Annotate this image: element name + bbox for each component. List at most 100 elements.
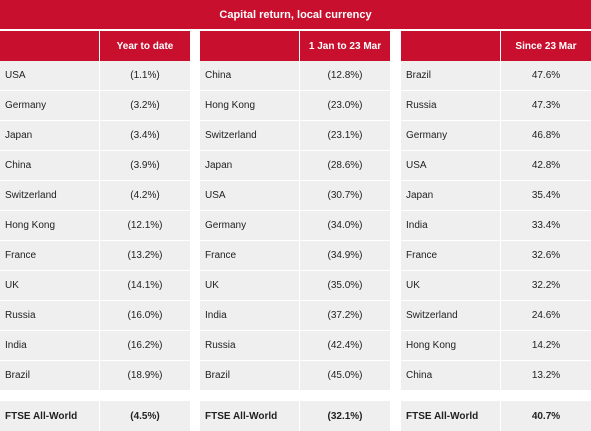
country-name: Switzerland	[0, 181, 100, 210]
country-name: Russia	[200, 331, 300, 360]
table-row: Japan 35.4%	[401, 181, 591, 211]
country-name: USA	[200, 181, 300, 210]
table-row: Germany (3.2%)	[0, 91, 190, 121]
country-name: Hong Kong	[200, 91, 300, 120]
table-title: Capital return, local currency	[0, 0, 591, 30]
spacer	[200, 391, 390, 401]
country-name: USA	[401, 151, 501, 180]
table-row: Brazil 47.6%	[401, 61, 591, 91]
return-value: (42.4%)	[300, 331, 390, 360]
column-header-blank	[200, 31, 300, 61]
country-name: Brazil	[0, 361, 100, 390]
table-row: Russia 47.3%	[401, 91, 591, 121]
table-row: UK 32.2%	[401, 271, 591, 301]
index-return-value: (32.1%)	[300, 401, 390, 431]
return-value: (14.1%)	[100, 271, 190, 300]
index-return-value: 40.7%	[501, 401, 591, 431]
table-row: Japan (28.6%)	[200, 151, 390, 181]
index-return-value: (4.5%)	[100, 401, 190, 431]
table-row: Switzerland (23.1%)	[200, 121, 390, 151]
country-name: UK	[0, 271, 100, 300]
return-value: (13.2%)	[100, 241, 190, 270]
country-name: France	[401, 241, 501, 270]
country-name: Switzerland	[401, 301, 501, 330]
return-value: 32.2%	[501, 271, 591, 300]
index-name: FTSE All-World	[401, 401, 501, 431]
return-value: (23.0%)	[300, 91, 390, 120]
country-name: Japan	[200, 151, 300, 180]
country-name: India	[0, 331, 100, 360]
country-name: France	[200, 241, 300, 270]
country-name: Germany	[0, 91, 100, 120]
return-value: (45.0%)	[300, 361, 390, 390]
return-value: (16.0%)	[100, 301, 190, 330]
column-header-blank	[401, 31, 501, 61]
index-name: FTSE All-World	[200, 401, 300, 431]
return-value: 46.8%	[501, 121, 591, 150]
table-row: France (13.2%)	[0, 241, 190, 271]
return-value: 47.6%	[501, 61, 591, 90]
return-value: (30.7%)	[300, 181, 390, 210]
return-value: 13.2%	[501, 361, 591, 390]
jan-to-mar-table: 1 Jan to 23 Mar China (12.8%) Hong Kong (23.…	[200, 31, 390, 431]
table-row: India (16.2%)	[0, 331, 190, 361]
index-name: FTSE All-World	[0, 401, 100, 431]
country-name: France	[0, 241, 100, 270]
table-row: France (34.9%)	[200, 241, 390, 271]
spacer	[401, 391, 591, 401]
column-header-label: Year to date	[116, 40, 174, 52]
table-row: USA (1.1%)	[0, 61, 190, 91]
return-value: (12.1%)	[100, 211, 190, 240]
table-row: UK (14.1%)	[0, 271, 190, 301]
country-name: Germany	[200, 211, 300, 240]
total-row: FTSE All-World (32.1%)	[200, 401, 390, 431]
country-name: Brazil	[401, 61, 501, 90]
country-name: UK	[401, 271, 501, 300]
country-name: USA	[0, 61, 100, 90]
year-to-date-table: Year to date USA (1.1%) Germany (3.2%) Japan(…	[0, 31, 190, 431]
return-value: (37.2%)	[300, 301, 390, 330]
return-value: (18.9%)	[100, 361, 190, 390]
table-row: India 33.4%	[401, 211, 591, 241]
country-name: Hong Kong	[0, 211, 100, 240]
return-value: (12.8%)	[300, 61, 390, 90]
return-value: 35.4%	[501, 181, 591, 210]
table-row: Hong Kong (23.0%)	[200, 91, 390, 121]
country-name: India	[200, 301, 300, 330]
return-value: (4.2%)	[100, 181, 190, 210]
return-value: (34.0%)	[300, 211, 390, 240]
total-row: FTSE All-World 40.7%	[401, 401, 591, 431]
return-value: (35.0%)	[300, 271, 390, 300]
country-name: Russia	[0, 301, 100, 330]
table-row: Japan (3.4%)	[0, 121, 190, 151]
return-value: (16.2%)	[100, 331, 190, 360]
country-name: Japan	[0, 121, 100, 150]
table-row: China 13.2%	[401, 361, 591, 391]
return-value: (3.4%)	[100, 121, 190, 150]
return-value: 14.2%	[501, 331, 591, 360]
total-row: FTSE All-World (4.5%)	[0, 401, 190, 431]
table-row: Germany 46.8%	[401, 121, 591, 151]
return-value: 24.6%	[501, 301, 591, 330]
return-value: 47.3%	[501, 91, 591, 120]
spacer	[0, 391, 190, 401]
return-value: 32.6%	[501, 241, 591, 270]
country-name: China	[0, 151, 100, 180]
country-name: Brazil	[200, 361, 300, 390]
return-value: (3.9%)	[100, 151, 190, 180]
country-name: Switzerland	[200, 121, 300, 150]
table-row: Hong Kong 14.2%	[401, 331, 591, 361]
column-header-blank	[0, 31, 100, 61]
table-row: Russia (16.0%)	[0, 301, 190, 331]
table-row: USA (30.7%)	[200, 181, 390, 211]
country-name: Japan	[401, 181, 501, 210]
table-row: China (12.8%)	[200, 61, 390, 91]
return-value: (1.1%)	[100, 61, 190, 90]
column-header: 1 Jan to 23 Mar	[200, 31, 390, 61]
table-row: UK (35.0%)	[200, 271, 390, 301]
return-value: (3.2%)	[100, 91, 190, 120]
column-header: Since 23 Mar	[401, 31, 591, 61]
country-name: Russia	[401, 91, 501, 120]
country-name: India	[401, 211, 501, 240]
table-row: Brazil (45.0%)	[200, 361, 390, 391]
